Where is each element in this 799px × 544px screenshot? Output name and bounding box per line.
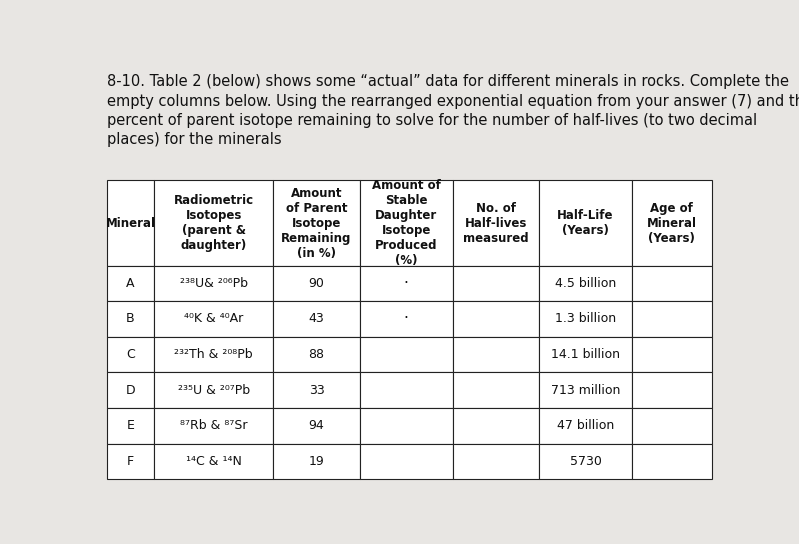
- Bar: [453, 372, 539, 408]
- Bar: [153, 265, 273, 301]
- Bar: [273, 337, 360, 372]
- Bar: [360, 181, 453, 265]
- Bar: [360, 372, 453, 408]
- Text: 4.5 billion: 4.5 billion: [555, 277, 616, 290]
- Bar: [453, 265, 539, 301]
- Text: A: A: [126, 277, 135, 290]
- Bar: [539, 443, 632, 479]
- Text: ²³²Th & ²⁰⁸Pb: ²³²Th & ²⁰⁸Pb: [174, 348, 252, 361]
- Bar: [360, 265, 453, 301]
- Bar: [107, 181, 153, 265]
- Bar: [632, 181, 712, 265]
- Bar: [632, 408, 712, 443]
- Text: Age of
Mineral
(Years): Age of Mineral (Years): [647, 201, 697, 245]
- Bar: [107, 337, 153, 372]
- Text: Half-Life
(Years): Half-Life (Years): [557, 209, 614, 237]
- Text: F: F: [127, 455, 134, 468]
- Bar: [273, 181, 360, 265]
- Text: D: D: [125, 384, 135, 397]
- Text: ⁴⁰K & ⁴⁰Ar: ⁴⁰K & ⁴⁰Ar: [184, 312, 243, 325]
- Text: 90: 90: [308, 277, 324, 290]
- Text: E: E: [126, 419, 134, 432]
- Bar: [360, 301, 453, 337]
- Bar: [273, 443, 360, 479]
- Bar: [153, 337, 273, 372]
- Bar: [273, 265, 360, 301]
- Text: 1.3 billion: 1.3 billion: [555, 312, 616, 325]
- Text: 33: 33: [308, 384, 324, 397]
- Bar: [632, 301, 712, 337]
- Bar: [107, 372, 153, 408]
- Bar: [273, 301, 360, 337]
- Bar: [273, 372, 360, 408]
- Text: ·: ·: [403, 276, 408, 291]
- Text: ¹⁴C & ¹⁴N: ¹⁴C & ¹⁴N: [185, 455, 241, 468]
- Bar: [453, 408, 539, 443]
- Bar: [539, 265, 632, 301]
- Text: Amount of
Stable
Daughter
Isotope
Produced
(%): Amount of Stable Daughter Isotope Produc…: [372, 179, 440, 267]
- Text: 94: 94: [308, 419, 324, 432]
- Text: 713 million: 713 million: [551, 384, 620, 397]
- Bar: [632, 265, 712, 301]
- Text: C: C: [126, 348, 135, 361]
- Text: 5730: 5730: [570, 455, 602, 468]
- Bar: [632, 443, 712, 479]
- Bar: [453, 301, 539, 337]
- Bar: [453, 181, 539, 265]
- Bar: [539, 337, 632, 372]
- Text: 47 billion: 47 billion: [557, 419, 614, 432]
- Bar: [107, 443, 153, 479]
- Bar: [153, 301, 273, 337]
- Bar: [360, 408, 453, 443]
- Text: No. of
Half-lives
measured: No. of Half-lives measured: [463, 201, 529, 245]
- Bar: [273, 408, 360, 443]
- Bar: [539, 408, 632, 443]
- Text: ²³⁵U & ²⁰⁷Pb: ²³⁵U & ²⁰⁷Pb: [177, 384, 249, 397]
- Text: ²³⁸U& ²⁰⁶Pb: ²³⁸U& ²⁰⁶Pb: [180, 277, 248, 290]
- Text: 8-10. Table 2 (below) shows some “actual” data for different minerals in rocks. : 8-10. Table 2 (below) shows some “actual…: [107, 75, 799, 147]
- Text: Amount
of Parent
Isotope
Remaining
(in %): Amount of Parent Isotope Remaining (in %…: [281, 187, 352, 259]
- Bar: [360, 337, 453, 372]
- Bar: [153, 181, 273, 265]
- Text: 88: 88: [308, 348, 324, 361]
- Bar: [453, 337, 539, 372]
- Text: 14.1 billion: 14.1 billion: [551, 348, 620, 361]
- Bar: [107, 265, 153, 301]
- Bar: [153, 372, 273, 408]
- Bar: [632, 337, 712, 372]
- Text: B: B: [126, 312, 135, 325]
- Bar: [539, 372, 632, 408]
- Text: Radiometric
Isotopes
(parent &
daughter): Radiometric Isotopes (parent & daughter): [173, 194, 253, 252]
- Bar: [153, 408, 273, 443]
- Bar: [539, 181, 632, 265]
- Bar: [360, 443, 453, 479]
- Text: ⁸⁷Rb & ⁸⁷Sr: ⁸⁷Rb & ⁸⁷Sr: [180, 419, 248, 432]
- Bar: [153, 443, 273, 479]
- Bar: [632, 372, 712, 408]
- Text: Mineral: Mineral: [105, 217, 156, 230]
- Text: 19: 19: [308, 455, 324, 468]
- Bar: [107, 408, 153, 443]
- Text: 43: 43: [308, 312, 324, 325]
- Text: ·: ·: [403, 312, 408, 326]
- Bar: [539, 301, 632, 337]
- Bar: [453, 443, 539, 479]
- Bar: [107, 301, 153, 337]
